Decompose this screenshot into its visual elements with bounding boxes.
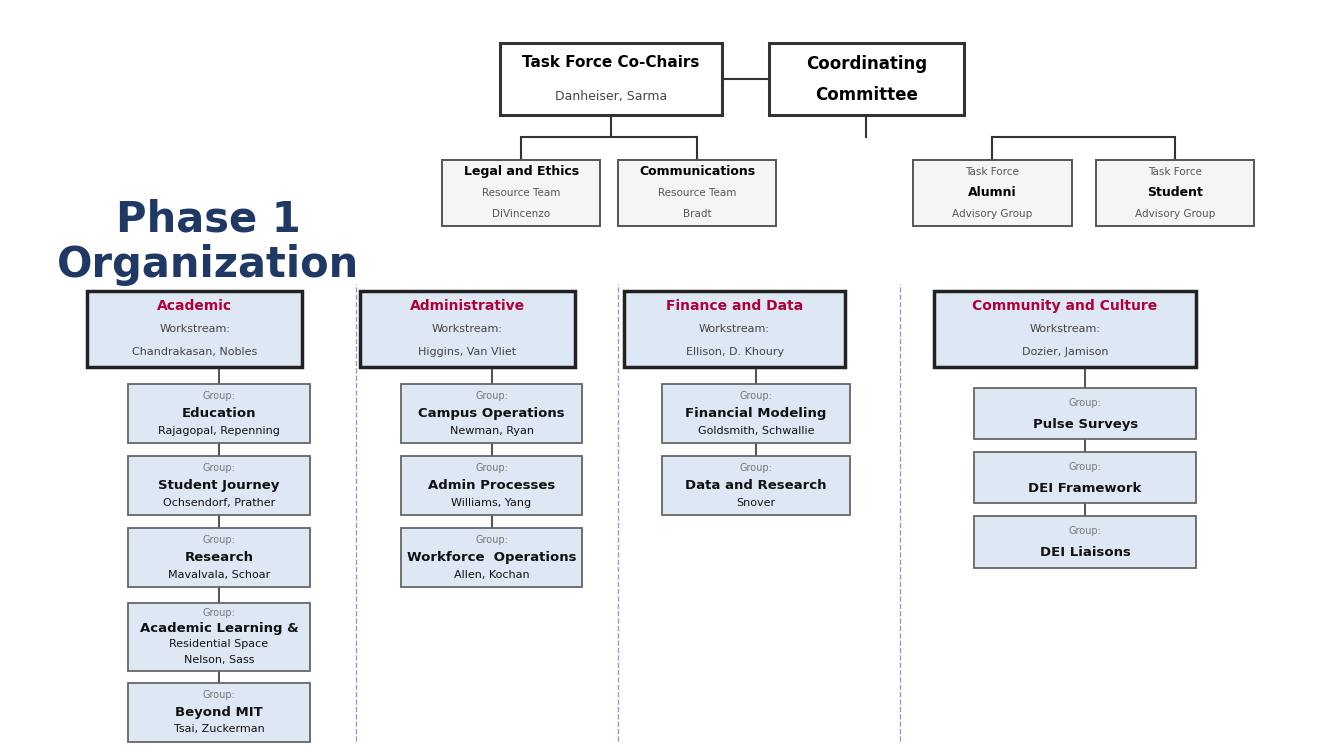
- FancyBboxPatch shape: [935, 291, 1197, 367]
- Text: Communications: Communications: [639, 165, 755, 178]
- Text: Education: Education: [181, 407, 257, 420]
- FancyBboxPatch shape: [400, 528, 583, 587]
- Text: Administrative: Administrative: [410, 299, 525, 313]
- Text: Allen, Kochan: Allen, Kochan: [454, 569, 529, 580]
- Text: Workstream:: Workstream:: [432, 324, 502, 334]
- Text: Tsai, Zuckerman: Tsai, Zuckerman: [173, 724, 265, 735]
- Text: Rajagopal, Repenning: Rajagopal, Repenning: [158, 426, 279, 436]
- FancyBboxPatch shape: [1096, 160, 1254, 226]
- Text: Admin Processes: Admin Processes: [428, 479, 555, 492]
- Text: Academic Learning &: Academic Learning &: [140, 622, 298, 635]
- Text: Task Force: Task Force: [966, 166, 1019, 177]
- Text: Community and Culture: Community and Culture: [972, 299, 1158, 313]
- Text: Alumni: Alumni: [968, 186, 1017, 200]
- Text: Snover: Snover: [736, 497, 776, 508]
- Text: Nelson, Sass: Nelson, Sass: [184, 655, 254, 665]
- FancyBboxPatch shape: [913, 160, 1072, 226]
- Text: Finance and Data: Finance and Data: [666, 299, 803, 313]
- Text: Group:: Group:: [203, 689, 235, 700]
- Text: Resource Team: Resource Team: [658, 187, 736, 198]
- Text: Group:: Group:: [203, 609, 235, 618]
- FancyBboxPatch shape: [500, 44, 723, 115]
- Text: Higgins, Van Vliet: Higgins, Van Vliet: [418, 346, 517, 357]
- FancyBboxPatch shape: [360, 291, 575, 367]
- Text: Workforce  Operations: Workforce Operations: [407, 550, 576, 564]
- FancyBboxPatch shape: [662, 384, 850, 443]
- Text: Ellison, D. Khoury: Ellison, D. Khoury: [685, 346, 784, 357]
- Text: Beyond MIT: Beyond MIT: [175, 705, 263, 719]
- FancyBboxPatch shape: [975, 452, 1197, 503]
- Text: DEI Framework: DEI Framework: [1029, 482, 1142, 495]
- Text: Research: Research: [184, 550, 254, 564]
- Text: Workstream:: Workstream:: [1030, 324, 1100, 334]
- Text: Group:: Group:: [203, 391, 235, 401]
- FancyBboxPatch shape: [400, 456, 583, 515]
- Text: Workstream:: Workstream:: [700, 324, 770, 334]
- Text: Workstream:: Workstream:: [160, 324, 230, 334]
- FancyBboxPatch shape: [87, 291, 302, 367]
- Text: Danheiser, Sarma: Danheiser, Sarma: [555, 89, 667, 103]
- Text: Group:: Group:: [1069, 398, 1101, 407]
- FancyBboxPatch shape: [128, 456, 309, 515]
- Text: Task Force Co-Chairs: Task Force Co-Chairs: [522, 55, 700, 70]
- FancyBboxPatch shape: [128, 528, 309, 587]
- Text: Williams, Yang: Williams, Yang: [451, 497, 532, 508]
- FancyBboxPatch shape: [128, 683, 309, 742]
- Text: Group:: Group:: [475, 534, 508, 545]
- FancyBboxPatch shape: [768, 44, 964, 115]
- Text: Advisory Group: Advisory Group: [952, 209, 1033, 219]
- Text: Group:: Group:: [1069, 526, 1101, 536]
- Text: Advisory Group: Advisory Group: [1135, 209, 1215, 219]
- Text: Campus Operations: Campus Operations: [418, 407, 565, 420]
- FancyBboxPatch shape: [400, 384, 583, 443]
- Text: Dozier, Jamison: Dozier, Jamison: [1022, 346, 1108, 357]
- Text: Chandrakasan, Nobles: Chandrakasan, Nobles: [132, 346, 258, 357]
- Text: Financial Modeling: Financial Modeling: [685, 407, 827, 420]
- FancyBboxPatch shape: [975, 388, 1197, 439]
- FancyBboxPatch shape: [128, 384, 309, 443]
- Text: Ochsendorf, Prather: Ochsendorf, Prather: [163, 497, 275, 508]
- Text: Student Journey: Student Journey: [158, 479, 279, 492]
- Text: Task Force: Task Force: [1148, 166, 1202, 177]
- FancyBboxPatch shape: [442, 160, 600, 226]
- Text: DiVincenzo: DiVincenzo: [492, 209, 551, 219]
- FancyBboxPatch shape: [618, 160, 776, 226]
- Text: Phase 1
Organization: Phase 1 Organization: [56, 198, 360, 286]
- Text: Student: Student: [1147, 186, 1203, 200]
- Text: Group:: Group:: [740, 463, 772, 473]
- FancyBboxPatch shape: [662, 456, 850, 515]
- Text: Newman, Ryan: Newman, Ryan: [450, 426, 533, 436]
- Text: DEI Liaisons: DEI Liaisons: [1039, 547, 1131, 559]
- Text: Coordinating: Coordinating: [806, 55, 927, 73]
- Text: Bradt: Bradt: [682, 209, 712, 219]
- Text: Group:: Group:: [1069, 462, 1101, 472]
- Text: Pulse Surveys: Pulse Surveys: [1033, 418, 1138, 431]
- Text: Academic: Academic: [157, 299, 232, 313]
- Text: Residential Space: Residential Space: [169, 640, 269, 649]
- Text: Group:: Group:: [475, 463, 508, 473]
- Text: Group:: Group:: [740, 391, 772, 401]
- Text: Group:: Group:: [203, 534, 235, 545]
- Text: Resource Team: Resource Team: [482, 187, 560, 198]
- Text: Group:: Group:: [475, 391, 508, 401]
- Text: Committee: Committee: [815, 85, 917, 104]
- Text: Data and Research: Data and Research: [685, 479, 827, 492]
- FancyBboxPatch shape: [128, 603, 309, 671]
- FancyBboxPatch shape: [624, 291, 846, 367]
- Text: Group:: Group:: [203, 463, 235, 473]
- Text: Legal and Ethics: Legal and Ethics: [463, 165, 579, 178]
- Text: Goldsmith, Schwallie: Goldsmith, Schwallie: [698, 426, 814, 436]
- Text: Mavalvala, Schoar: Mavalvala, Schoar: [168, 569, 270, 580]
- FancyBboxPatch shape: [975, 516, 1197, 568]
